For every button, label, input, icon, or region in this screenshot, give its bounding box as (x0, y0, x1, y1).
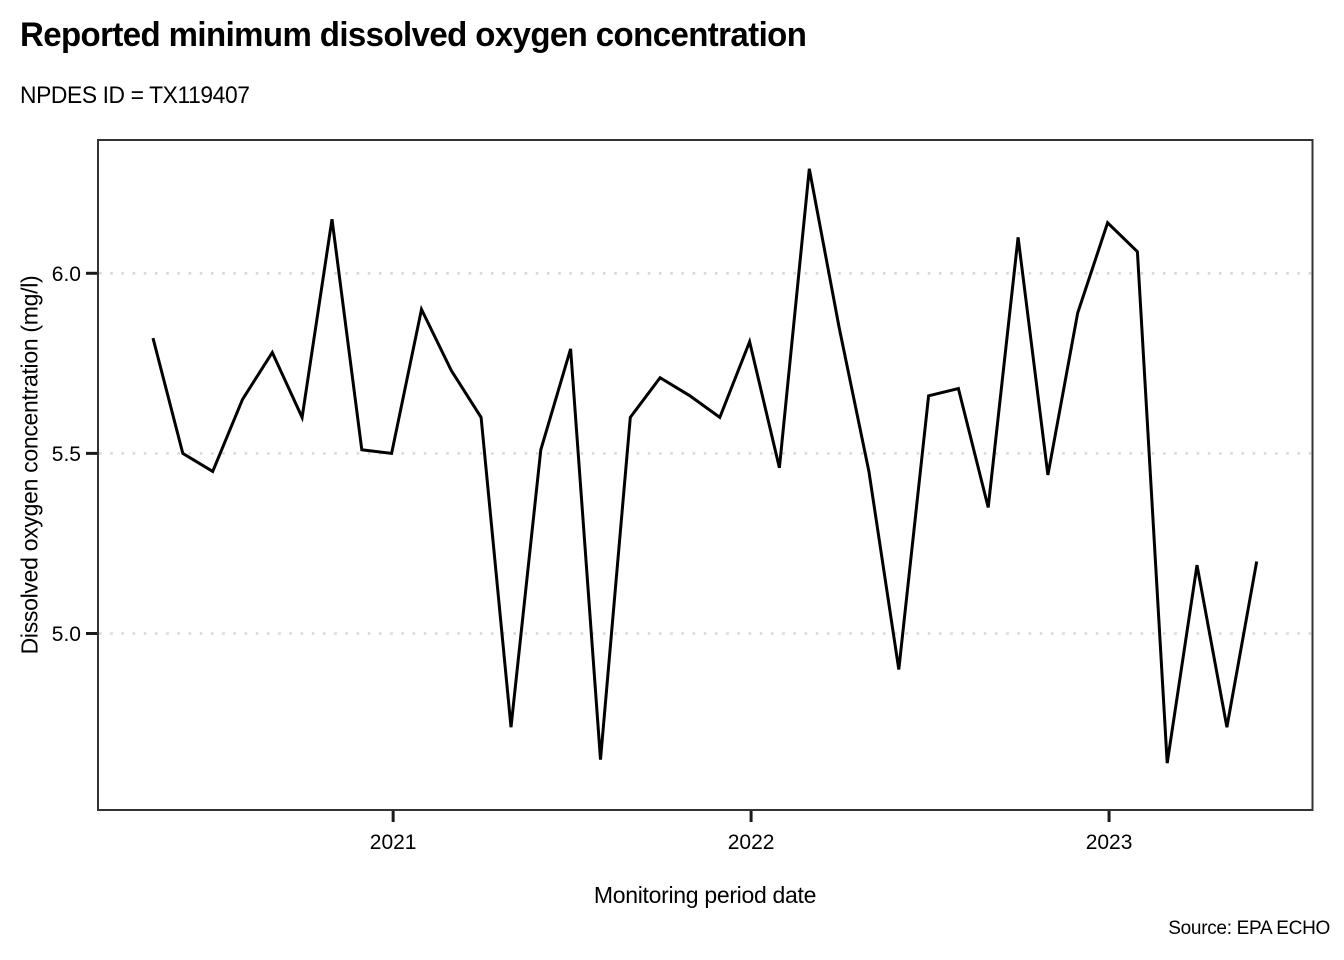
data-line-series (151, 168, 1259, 764)
y-axis-title: Dissolved oxygen concentration (mg/l) (16, 275, 43, 655)
x-tick-label: 2022 (728, 831, 775, 854)
x-tick-label: 2021 (370, 831, 417, 854)
x-tick-label: 2023 (1086, 831, 1133, 854)
chart-subtitle: NPDES ID = TX119407 (20, 82, 250, 109)
y-tick-label: 5.5 (52, 443, 81, 466)
plot-border (97, 139, 1314, 811)
x-axis-title: Monitoring period date (593, 882, 817, 908)
page-title: Reported minimum dissolved oxygen concen… (20, 16, 807, 54)
source-note: Source: EPA ECHO (1168, 918, 1330, 939)
y-tick-label: 5.0 (52, 623, 81, 646)
y-tick-label: 6.0 (52, 263, 81, 286)
